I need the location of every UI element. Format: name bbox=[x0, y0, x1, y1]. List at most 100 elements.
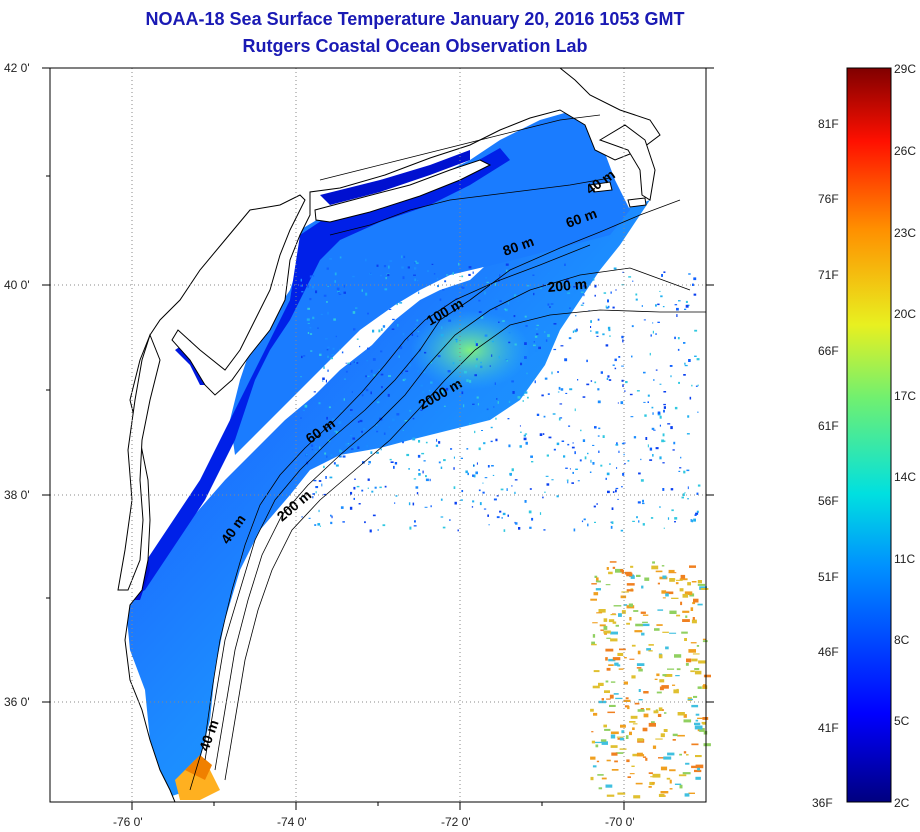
sst-pixel bbox=[617, 402, 619, 404]
sst-pixel bbox=[524, 433, 528, 435]
sst-pixel bbox=[683, 342, 686, 344]
sst-pixel bbox=[326, 301, 328, 303]
sst-pixel bbox=[695, 776, 701, 780]
sst-pixel bbox=[544, 377, 548, 380]
sst-pixel bbox=[415, 323, 418, 325]
sst-pixel bbox=[684, 793, 690, 797]
sst-pixel bbox=[390, 461, 394, 463]
sst-pixel bbox=[632, 520, 635, 522]
sst-pixel bbox=[669, 365, 673, 367]
sst-pixel bbox=[339, 410, 343, 413]
sst-pixel bbox=[356, 362, 359, 364]
sst-pixel bbox=[505, 263, 509, 266]
sst-pixel bbox=[330, 454, 333, 457]
sst-pixel bbox=[687, 415, 690, 418]
sst-pixel bbox=[567, 443, 570, 446]
sst-pixel bbox=[377, 529, 379, 531]
sst-pixel bbox=[476, 396, 479, 399]
sst-pixel bbox=[460, 499, 463, 501]
sst-pixel bbox=[685, 762, 690, 765]
sst-pixel bbox=[351, 391, 353, 393]
sst-pixel bbox=[304, 404, 308, 408]
colorbar-f-label: 61F bbox=[818, 419, 839, 433]
sst-pixel bbox=[664, 712, 667, 714]
sst-pixel bbox=[494, 382, 496, 385]
colorbar-c-label: 17C bbox=[894, 389, 916, 403]
sst-pixel bbox=[490, 426, 493, 429]
sst-pixel bbox=[655, 304, 657, 307]
sst-pixel bbox=[658, 654, 663, 659]
sst-pixel bbox=[566, 479, 569, 481]
sst-pixel bbox=[466, 379, 469, 382]
sst-pixel bbox=[548, 436, 552, 439]
sst-pixel bbox=[457, 529, 459, 532]
sst-pixel bbox=[662, 488, 665, 491]
sst-pixel bbox=[314, 450, 318, 454]
sst-pixel bbox=[614, 760, 618, 763]
sst-pixel bbox=[615, 624, 619, 627]
sst-pixel bbox=[556, 442, 560, 446]
sst-pixel bbox=[417, 369, 419, 373]
sst-pixel bbox=[613, 605, 622, 607]
sst-pixel bbox=[496, 516, 500, 519]
sst-pixel bbox=[387, 274, 390, 277]
sst-pixel bbox=[357, 420, 360, 423]
sst-pixel bbox=[681, 496, 684, 499]
sst-pixel bbox=[640, 458, 642, 461]
sst-pixel bbox=[697, 603, 703, 606]
sst-pixel bbox=[527, 396, 529, 399]
sst-pixel bbox=[544, 331, 546, 333]
sst-pixel bbox=[642, 502, 645, 505]
sst-pixel bbox=[637, 709, 645, 712]
sst-pixel bbox=[653, 710, 659, 714]
sst-pixel bbox=[361, 394, 364, 397]
sst-pixel bbox=[509, 472, 512, 476]
sst-pixel bbox=[615, 489, 617, 493]
sst-pixel bbox=[560, 345, 564, 347]
sst-pixel bbox=[538, 346, 541, 350]
sst-pixel bbox=[527, 317, 530, 319]
gulf-stream-patches bbox=[590, 561, 711, 799]
sst-pixel bbox=[404, 420, 408, 422]
sst-pixel bbox=[615, 697, 623, 700]
sst-pixel bbox=[444, 305, 446, 307]
sst-pixel bbox=[659, 383, 662, 385]
sst-pixel bbox=[677, 348, 680, 351]
sst-pixel bbox=[423, 371, 426, 373]
sst-pixel bbox=[506, 359, 508, 362]
sst-pixel bbox=[592, 444, 595, 446]
sst-pixel bbox=[440, 498, 443, 501]
sst-pixel bbox=[697, 767, 700, 771]
sst-pixel bbox=[671, 597, 679, 599]
sst-pixel bbox=[697, 411, 699, 413]
sst-pixel bbox=[666, 777, 671, 780]
sst-pixel bbox=[590, 756, 596, 760]
sst-pixel bbox=[591, 583, 597, 585]
sst-pixel bbox=[318, 480, 322, 482]
sst-pixel bbox=[672, 739, 676, 741]
sst-pixel bbox=[623, 681, 628, 685]
sst-pixel bbox=[650, 517, 654, 519]
colorbar-f-label: 71F bbox=[818, 268, 839, 282]
colorbar-f-label: 51F bbox=[818, 570, 839, 584]
sst-pixel bbox=[649, 781, 655, 786]
colorbar-c-label: 8C bbox=[894, 633, 910, 647]
sst-pixel bbox=[684, 591, 693, 595]
sst-pixel bbox=[503, 529, 506, 532]
sst-pixel bbox=[402, 429, 404, 431]
sst-pixel bbox=[414, 278, 416, 282]
sst-pixel bbox=[590, 330, 592, 332]
sst-pixel bbox=[648, 722, 656, 727]
sst-pixel bbox=[634, 630, 643, 633]
sst-pixel bbox=[353, 361, 356, 363]
sst-pixel bbox=[643, 371, 646, 374]
sst-pixel bbox=[401, 372, 403, 375]
sst-pixel bbox=[525, 325, 528, 327]
sst-pixel bbox=[606, 377, 609, 380]
sst-pixel bbox=[519, 425, 521, 427]
sst-pixel bbox=[355, 307, 358, 309]
sst-pixel bbox=[607, 490, 610, 494]
sst-pixel bbox=[649, 447, 653, 451]
sst-pixel bbox=[606, 759, 611, 762]
sst-pixel bbox=[694, 722, 701, 726]
